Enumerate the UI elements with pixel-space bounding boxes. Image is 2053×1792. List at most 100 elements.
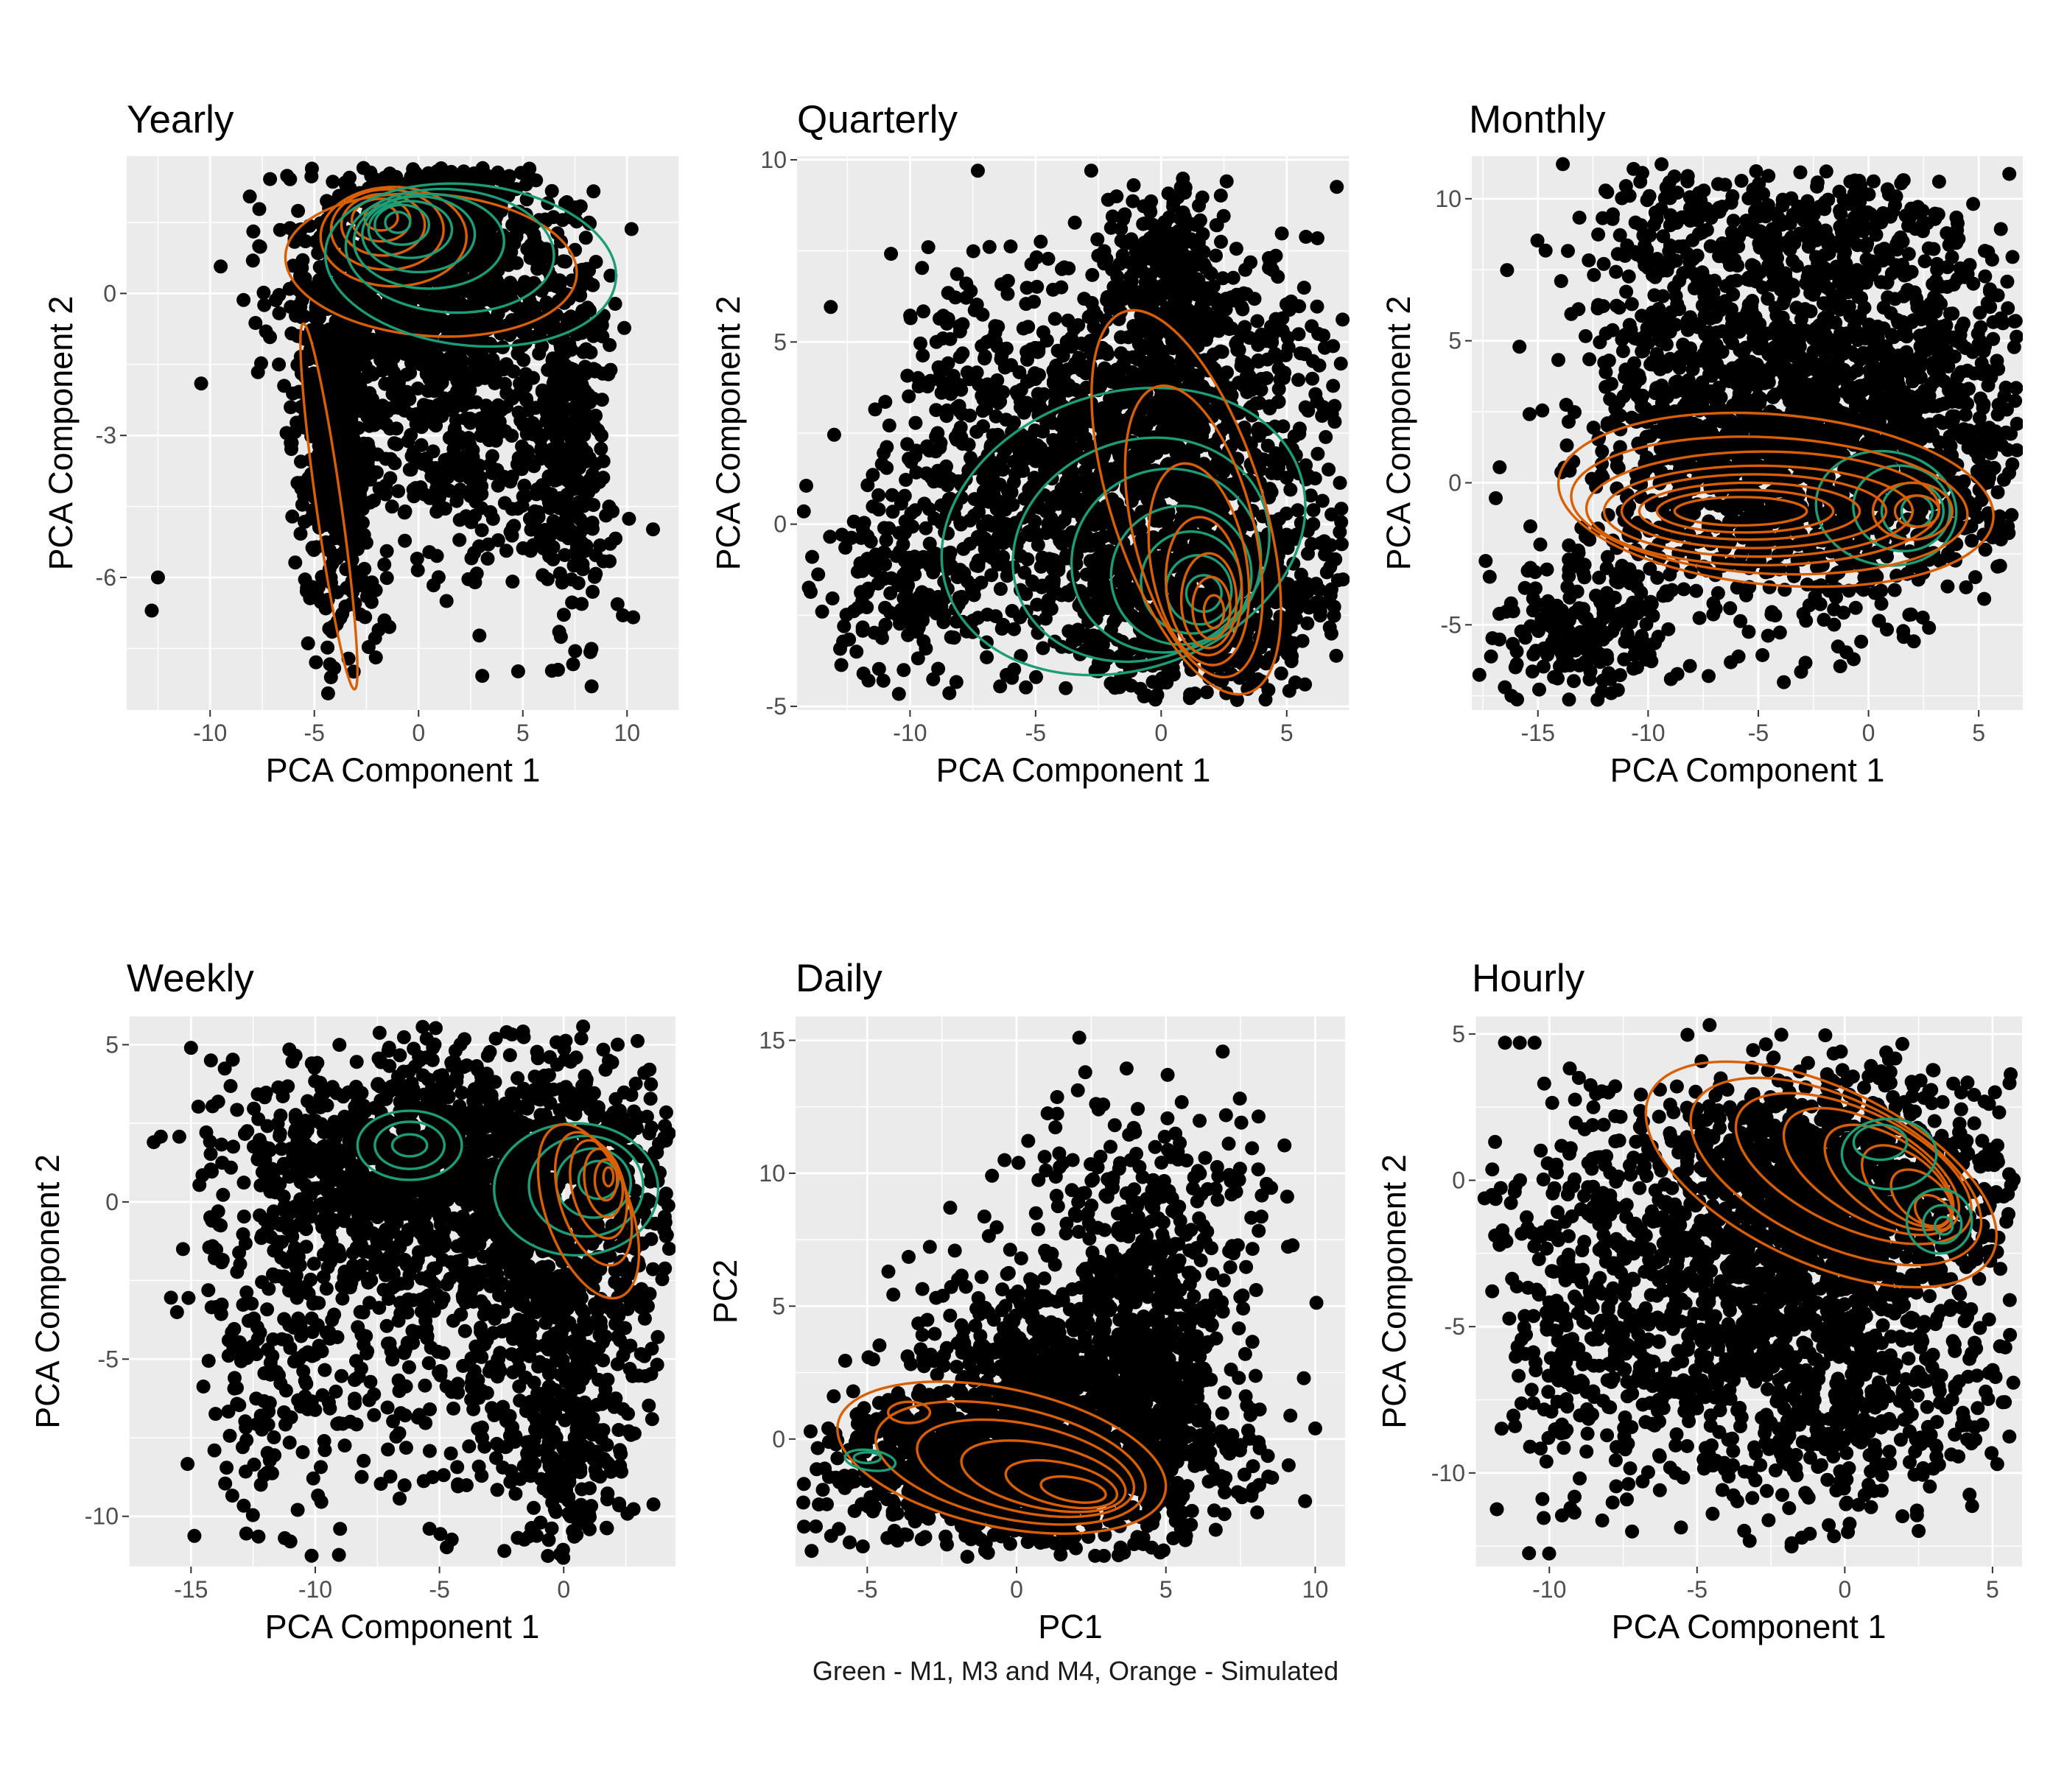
data-point [379,417,393,432]
data-point [1014,549,1028,563]
data-point [566,657,580,672]
data-point [539,295,554,310]
contour-line [352,192,505,290]
data-point [452,468,467,483]
data-point [1294,346,1308,361]
data-point [1028,514,1042,529]
data-point [583,217,597,231]
data-point [1081,309,1096,324]
data-point [330,366,344,381]
data-point [325,556,340,571]
data-point [825,591,840,605]
data-point [939,409,954,424]
data-point [286,386,301,401]
data-point [909,465,924,479]
data-point [344,381,359,396]
data-point [328,421,343,436]
data-point [1070,632,1084,647]
data-point [1265,263,1280,277]
data-point [414,438,429,452]
data-point [1207,406,1222,421]
data-point [485,466,499,480]
data-point [402,341,417,356]
data-point [583,395,597,410]
data-point [1047,312,1062,326]
data-point [1223,381,1238,396]
data-point [477,317,492,332]
data-point [554,293,569,308]
data-point [304,161,319,176]
data-point [1336,312,1350,327]
data-point [1291,327,1306,342]
data-point [1056,348,1070,363]
data-point [1084,164,1098,178]
data-point [1154,365,1168,380]
data-point [252,202,267,217]
data-point [340,411,355,426]
data-point [911,379,926,394]
data-point [312,438,326,453]
data-point [494,278,508,292]
data-point [385,387,400,401]
data-point [868,402,882,417]
contour-series-green [323,182,618,348]
data-point [439,594,454,608]
data-point [1087,472,1101,487]
data-point [1274,226,1289,241]
data-point [542,526,557,541]
data-point [259,324,273,339]
data-point [979,465,994,479]
data-point [897,526,912,540]
data-point [1310,299,1324,314]
data-point [877,572,891,586]
data-point [555,527,569,542]
data-point [555,340,569,355]
data-point [359,389,373,404]
data-point [912,590,927,604]
data-point [516,326,530,340]
data-point [469,229,484,244]
data-point [910,601,925,616]
data-point [194,376,208,391]
data-point [1064,472,1078,487]
y-tick-label: -6 [96,564,116,591]
data-point [343,181,357,195]
data-point [1317,340,1332,355]
data-point [556,254,571,269]
data-point [482,429,496,443]
data-point [538,537,553,552]
data-point [548,497,563,512]
data-point [424,170,438,185]
data-point [1243,255,1258,270]
data-point [1257,452,1271,467]
data-point [1114,346,1129,361]
data-point [1283,533,1298,547]
data-point [380,329,394,344]
data-point [1028,440,1042,454]
data-point [287,425,302,439]
data-point [392,401,407,415]
data-point [969,424,984,439]
data-point [952,324,967,339]
density-contours [284,182,618,691]
data-point [596,454,611,468]
data-point [994,277,1008,292]
data-point [1000,569,1014,583]
data-point [1157,527,1172,542]
data-point [1099,584,1114,599]
data-point [475,161,490,175]
data-point [916,348,930,363]
data-point [833,642,847,656]
data-point [555,384,570,398]
data-point [1090,232,1105,247]
data-point [323,657,337,672]
outlier-point [584,679,599,694]
data-point [293,527,308,541]
data-point [975,307,990,322]
data-point [377,558,392,572]
data-point [1000,517,1015,532]
data-point [921,240,936,255]
data-point [1177,506,1192,521]
